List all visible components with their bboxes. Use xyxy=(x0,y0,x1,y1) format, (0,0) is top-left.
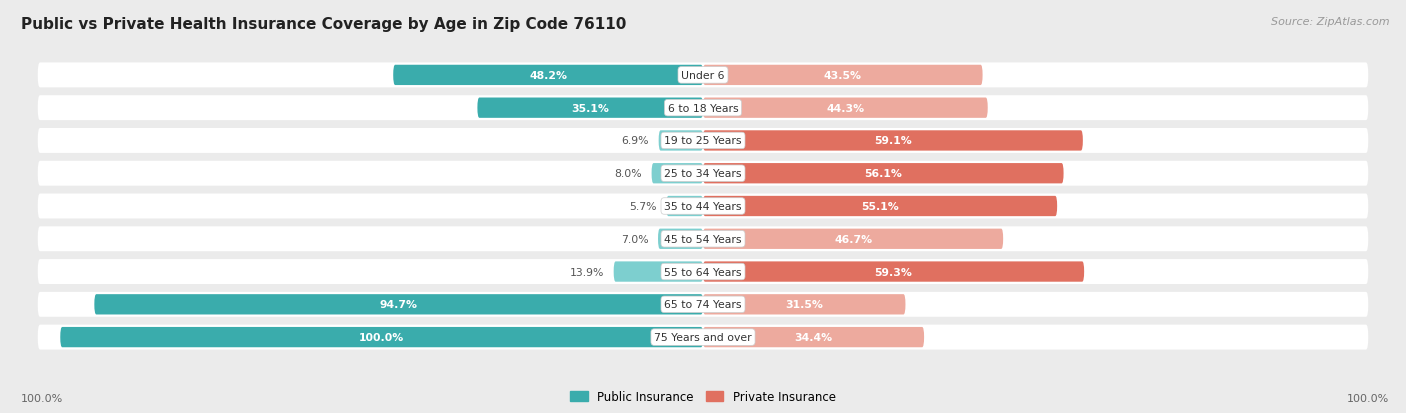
FancyBboxPatch shape xyxy=(38,96,1368,121)
FancyBboxPatch shape xyxy=(38,63,1368,88)
Text: 35 to 44 Years: 35 to 44 Years xyxy=(664,202,742,211)
Text: 56.1%: 56.1% xyxy=(865,169,903,179)
Text: 46.7%: 46.7% xyxy=(834,234,872,244)
Text: 6 to 18 Years: 6 to 18 Years xyxy=(668,103,738,114)
Text: 43.5%: 43.5% xyxy=(824,71,862,81)
Text: 48.2%: 48.2% xyxy=(529,71,567,81)
Text: 45 to 54 Years: 45 to 54 Years xyxy=(664,234,742,244)
FancyBboxPatch shape xyxy=(666,196,703,217)
Text: 100.0%: 100.0% xyxy=(21,393,63,403)
Text: 75 Years and over: 75 Years and over xyxy=(654,332,752,342)
FancyBboxPatch shape xyxy=(703,229,1002,249)
Text: 35.1%: 35.1% xyxy=(571,103,609,114)
Legend: Public Insurance, Private Insurance: Public Insurance, Private Insurance xyxy=(565,385,841,408)
Text: 44.3%: 44.3% xyxy=(827,103,865,114)
Text: 59.1%: 59.1% xyxy=(875,136,912,146)
Text: 13.9%: 13.9% xyxy=(569,267,605,277)
Text: 6.9%: 6.9% xyxy=(621,136,650,146)
Text: Under 6: Under 6 xyxy=(682,71,724,81)
FancyBboxPatch shape xyxy=(703,66,983,86)
FancyBboxPatch shape xyxy=(703,98,988,119)
FancyBboxPatch shape xyxy=(38,292,1368,317)
FancyBboxPatch shape xyxy=(38,227,1368,252)
FancyBboxPatch shape xyxy=(703,131,1083,151)
Text: 55 to 64 Years: 55 to 64 Years xyxy=(664,267,742,277)
FancyBboxPatch shape xyxy=(94,294,703,315)
FancyBboxPatch shape xyxy=(478,98,703,119)
Text: Public vs Private Health Insurance Coverage by Age in Zip Code 76110: Public vs Private Health Insurance Cover… xyxy=(21,17,627,31)
FancyBboxPatch shape xyxy=(38,161,1368,186)
FancyBboxPatch shape xyxy=(703,327,924,347)
Text: 8.0%: 8.0% xyxy=(614,169,643,179)
Text: 34.4%: 34.4% xyxy=(794,332,832,342)
Text: 5.7%: 5.7% xyxy=(630,202,657,211)
Text: 100.0%: 100.0% xyxy=(1347,393,1389,403)
Text: 25 to 34 Years: 25 to 34 Years xyxy=(664,169,742,179)
FancyBboxPatch shape xyxy=(613,262,703,282)
FancyBboxPatch shape xyxy=(658,229,703,249)
Text: Source: ZipAtlas.com: Source: ZipAtlas.com xyxy=(1271,17,1389,26)
Text: 31.5%: 31.5% xyxy=(786,299,823,310)
Text: 94.7%: 94.7% xyxy=(380,299,418,310)
FancyBboxPatch shape xyxy=(703,196,1057,217)
FancyBboxPatch shape xyxy=(658,131,703,151)
Text: 55.1%: 55.1% xyxy=(862,202,898,211)
FancyBboxPatch shape xyxy=(38,325,1368,350)
FancyBboxPatch shape xyxy=(703,294,905,315)
Text: 19 to 25 Years: 19 to 25 Years xyxy=(664,136,742,146)
FancyBboxPatch shape xyxy=(38,194,1368,219)
FancyBboxPatch shape xyxy=(394,66,703,86)
FancyBboxPatch shape xyxy=(38,259,1368,284)
Text: 59.3%: 59.3% xyxy=(875,267,912,277)
FancyBboxPatch shape xyxy=(38,129,1368,154)
FancyBboxPatch shape xyxy=(60,327,703,347)
Text: 7.0%: 7.0% xyxy=(620,234,648,244)
FancyBboxPatch shape xyxy=(703,262,1084,282)
FancyBboxPatch shape xyxy=(703,164,1063,184)
Text: 65 to 74 Years: 65 to 74 Years xyxy=(664,299,742,310)
FancyBboxPatch shape xyxy=(651,164,703,184)
Text: 100.0%: 100.0% xyxy=(359,332,405,342)
